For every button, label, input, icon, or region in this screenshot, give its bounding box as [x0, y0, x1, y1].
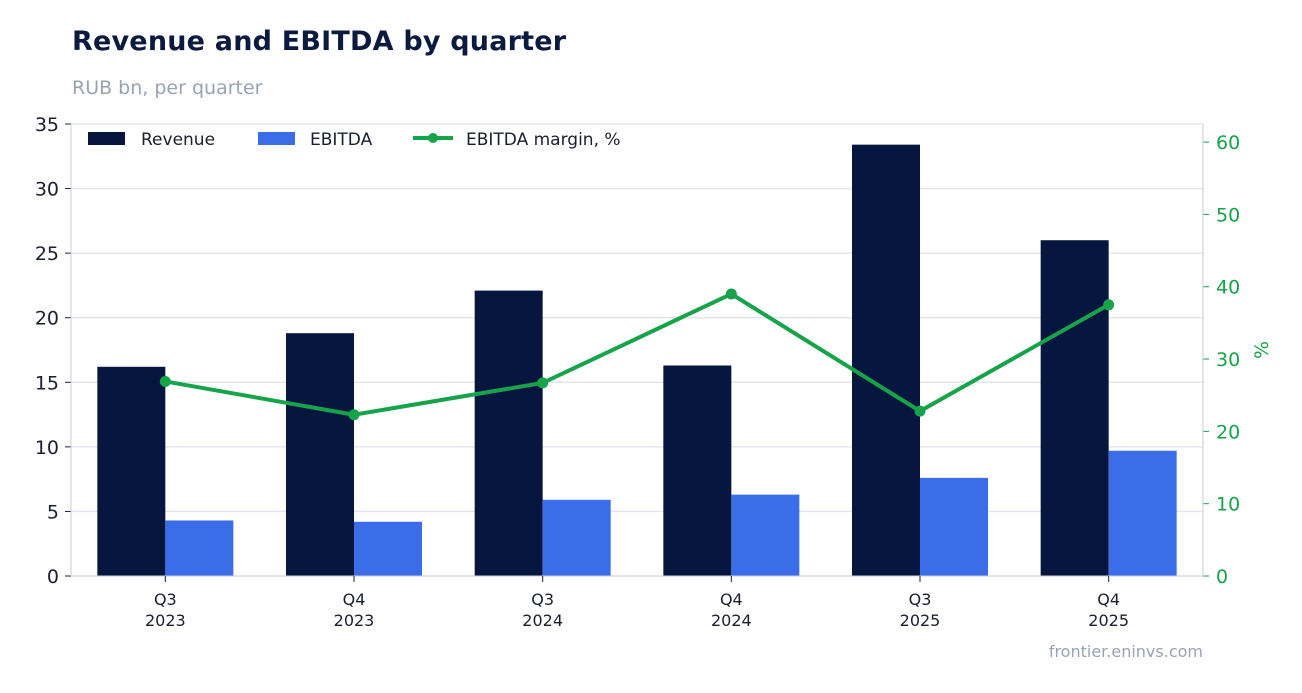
legend-label-margin: EBITDA margin, % — [466, 130, 621, 150]
ebitda-bar — [542, 499, 611, 576]
y-tick-label: 5 — [47, 501, 59, 523]
margin-point — [1103, 299, 1115, 311]
margin-point — [348, 409, 360, 421]
x-tick-label: Q3 — [909, 590, 932, 609]
grid-lines — [71, 123, 1203, 513]
chart-title: Revenue and EBITDA by quarter — [72, 26, 567, 57]
y-tick-label: 35 — [35, 114, 59, 136]
revenue-bar — [1040, 240, 1109, 576]
ebitda-bar — [731, 494, 800, 576]
y2-tick-label: 0 — [1216, 566, 1228, 588]
legend-swatch-revenue — [88, 132, 125, 145]
y2-tick-label: 50 — [1216, 204, 1240, 226]
y-tick-label: 30 — [35, 179, 59, 201]
ebitda-bar — [1108, 450, 1177, 576]
x-tick-label: Q4 — [1097, 590, 1120, 609]
x-tick-label: 2023 — [145, 611, 186, 630]
y-tick-label: 10 — [35, 437, 59, 459]
revenue-bar — [663, 365, 732, 576]
x-tick-label: 2025 — [900, 611, 941, 630]
bars — [97, 144, 1177, 577]
margin-point — [725, 288, 737, 300]
x-tick-label: 2023 — [334, 611, 375, 630]
x-tick-label: 2025 — [1088, 611, 1129, 630]
y2-tick-label: 40 — [1216, 277, 1240, 299]
y2-tick-label: 10 — [1216, 494, 1240, 516]
margin-point — [537, 377, 549, 389]
y2-tick-label: 60 — [1216, 132, 1240, 154]
legend-label-revenue: Revenue — [141, 130, 215, 150]
y2-axis-label: % — [1251, 341, 1273, 359]
x-tick-label: Q4 — [343, 590, 366, 609]
y-tick-label: 20 — [35, 308, 59, 330]
y-tick-label: 0 — [47, 566, 59, 588]
legend-swatch-ebitda — [258, 132, 295, 145]
x-tick-label: 2024 — [711, 611, 752, 630]
margin-point — [159, 375, 171, 387]
margin-point — [914, 405, 926, 417]
x-tick-label: Q3 — [531, 590, 554, 609]
margin-line — [164, 291, 1110, 417]
revenue-bar — [97, 366, 166, 576]
margin-line-group — [159, 288, 1115, 421]
legend-marker-margin — [428, 133, 438, 143]
y2-tick-label: 30 — [1216, 349, 1240, 371]
legend: Revenue EBITDA EBITDA margin, % — [88, 130, 621, 150]
ebitda-bar — [165, 520, 234, 576]
revenue-bar — [474, 290, 543, 576]
ebitda-bar — [920, 477, 988, 576]
y-tick-label: 15 — [35, 372, 59, 394]
ebitda-bar — [354, 521, 422, 576]
x-tick-label: Q3 — [154, 590, 177, 609]
chart-subtitle: RUB bn, per quarter — [72, 77, 263, 99]
revenue-bar — [852, 144, 920, 577]
source-credit: frontier.eninvs.com — [1048, 642, 1203, 661]
legend-label-ebitda: EBITDA — [310, 130, 373, 150]
axes: 051015202530350102030405060%Q32023Q42023… — [35, 114, 1273, 630]
y-tick-label: 25 — [35, 243, 59, 265]
x-tick-label: 2024 — [522, 611, 563, 630]
y2-tick-label: 20 — [1216, 421, 1240, 443]
x-tick-label: Q4 — [720, 590, 743, 609]
revenue-bar — [286, 333, 354, 576]
